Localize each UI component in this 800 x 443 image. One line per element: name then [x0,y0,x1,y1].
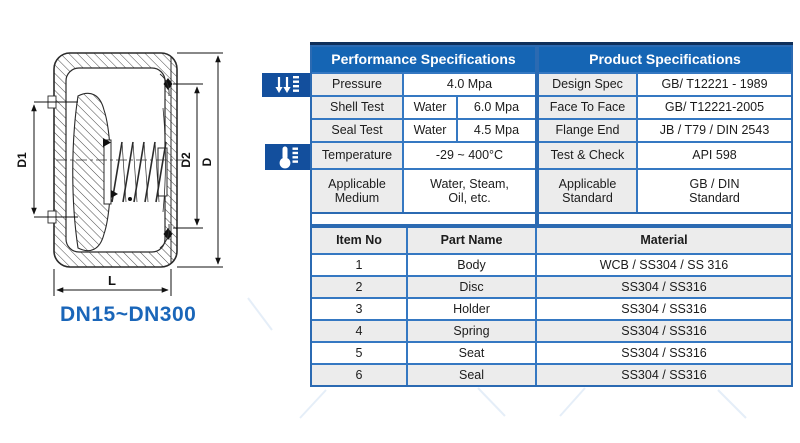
shell-test-value: 6.0 Mpa [458,97,535,118]
spring-holder [157,147,168,197]
parts-header-material: Material [537,228,791,253]
size-range-label: DN15~DN300 [60,303,197,326]
part-material: SS304 / SS316 [537,299,791,319]
parts-header-item-no: Item No [312,228,406,253]
table-spacer-row [310,214,793,226]
product-spec-table: Product Specifications Design Spec GB/ T… [537,45,793,214]
row-label-design-spec: Design Spec [539,74,636,95]
seal-test-medium: Water [404,120,456,141]
dimension-lines [31,52,223,296]
dim-label-l: L [108,273,116,288]
parts-material-table: Item No Part Name Material 1 Body WCB / … [310,226,793,387]
row-label-seal-test: Seal Test [312,120,402,141]
part-no: 3 [312,299,406,319]
valve-disc [72,92,112,252]
dim-label-d2: D2 [179,152,193,168]
row-label-shell-test: Shell Test [312,97,402,118]
table-top-rule [310,42,793,45]
pressure-arrows-icon [262,73,310,97]
design-spec-value: GB/ T12221 - 1989 [638,74,791,95]
applicable-standard-value: GB / DIN Standard [638,170,791,212]
row-label-flange-end: Flange End [539,120,636,141]
row-label-test-check: Test & Check [539,143,636,168]
performance-table-title: Performance Specifications [312,47,535,72]
part-material: SS304 / SS316 [537,277,791,297]
part-no: 6 [312,365,406,385]
face-to-face-value: GB/ T12221-2005 [638,97,791,118]
part-name: Disc [408,277,535,297]
part-name: Body [408,255,535,275]
part-no: 2 [312,277,406,297]
part-name: Holder [408,299,535,319]
shell-test-medium: Water [404,97,456,118]
part-material: SS304 / SS316 [537,365,791,385]
thermometer-icon [265,144,310,170]
parts-header-part-name: Part Name [408,228,535,253]
row-label-temperature: Temperature [312,143,402,168]
pressure-value: 4.0 Mpa [404,74,535,95]
part-material: WCB / SS304 / SS 316 [537,255,791,275]
row-label-applicable-medium: Applicable Medium [312,170,402,212]
part-name: Seal [408,365,535,385]
valve-cross-section-diagram: D1 D2 D L [15,52,223,296]
valve-internals [56,73,190,252]
performance-spec-table: Performance Specifications Pressure 4.0 … [310,45,537,214]
seal-test-value: 4.5 Mpa [458,120,535,141]
valve-drawing: D1 D2 D L [10,12,250,342]
part-no: 5 [312,343,406,363]
product-table-title: Product Specifications [539,47,791,72]
row-label-applicable-standard: Applicable Standard [539,170,636,212]
temperature-value: -29 ~ 400°C [404,143,535,168]
spec-tables: Performance Specifications Pressure 4.0 … [310,42,793,387]
row-label-pressure: Pressure [312,74,402,95]
part-name: Seat [408,343,535,363]
dim-label-d1: D1 [15,152,29,168]
part-material: SS304 / SS316 [537,343,791,363]
applicable-medium-value: Water, Steam, Oil, etc. [404,170,535,212]
dim-label-d: D [200,157,214,166]
test-check-value: API 598 [638,143,791,168]
part-no: 1 [312,255,406,275]
flange-end-value: JB / T79 / DIN 2543 [638,120,791,141]
row-label-face-to-face: Face To Face [539,97,636,118]
part-name: Spring [408,321,535,341]
part-no: 4 [312,321,406,341]
part-material: SS304 / SS316 [537,321,791,341]
